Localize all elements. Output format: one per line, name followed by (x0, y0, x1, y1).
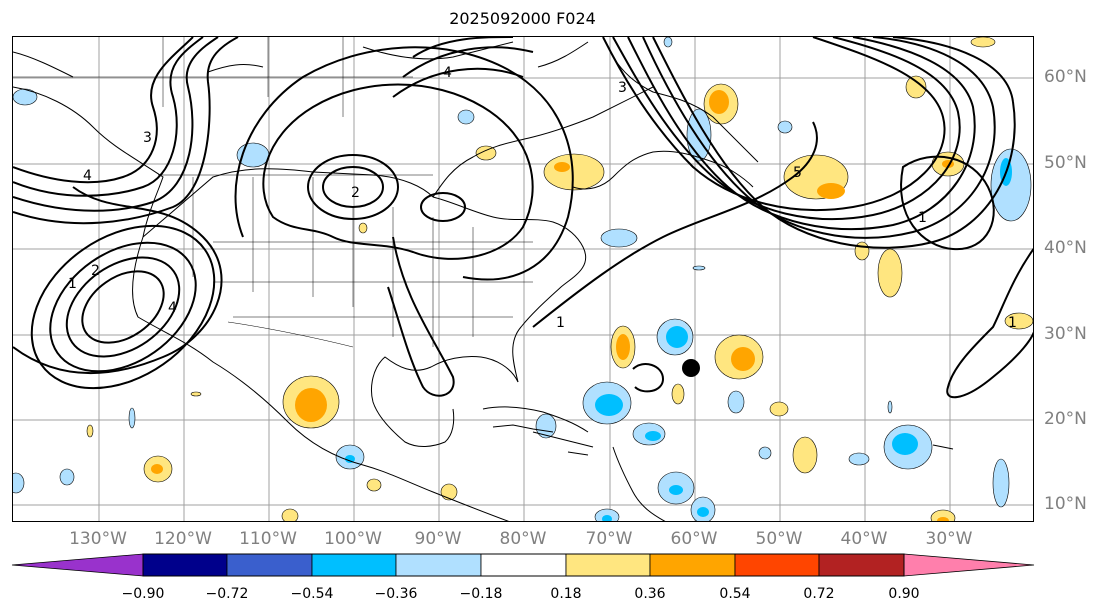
lat-label: 50°N (1044, 153, 1087, 173)
lat-label: 10°N (1044, 494, 1087, 514)
colorbar-extend-high (903, 553, 1035, 577)
contour-label: 3 (618, 80, 627, 96)
map-panel[interactable]: 1 2 3 4 2 4 1 3 5 1 1 4 (12, 36, 1034, 522)
colorbar-frame (142, 553, 905, 577)
lat-label: 40°N (1044, 238, 1087, 258)
shaded-anomaly-patches (13, 37, 1033, 521)
colorbar-tick-label: 0.54 (719, 586, 751, 602)
colorbar-tick-label: −0.54 (290, 586, 334, 602)
lon-label: 80°W (499, 529, 547, 549)
contour-label: 1 (68, 276, 77, 292)
contour-label: 1 (556, 315, 565, 331)
contour-label: 1 (1008, 315, 1017, 331)
contour-label: 4 (443, 65, 452, 81)
lon-label: 50°W (755, 529, 803, 549)
lat-label: 60°N (1044, 67, 1087, 87)
colorbar-tick-label: 0.18 (550, 586, 582, 602)
contour-label: 3 (143, 130, 152, 146)
lon-label: 130°W (69, 529, 127, 549)
lon-label: 60°W (670, 529, 718, 549)
contour-label: 5 (793, 165, 802, 181)
lon-label: 30°W (925, 529, 973, 549)
map-title: 2025092000 F024 (449, 9, 596, 28)
colorbar-tick-label: 0.90 (888, 586, 920, 602)
graticule (13, 37, 1033, 521)
lon-label: 110°W (239, 529, 297, 549)
contour-label: 2 (91, 263, 100, 279)
map-svg: 1 2 3 4 2 4 1 3 5 1 1 4 (13, 37, 1033, 521)
lon-label: 90°W (414, 529, 462, 549)
political-borders (13, 37, 533, 348)
colorbar-tick-label: 0.36 (634, 586, 666, 602)
lon-label: 40°W (840, 529, 888, 549)
colorbar-segment (395, 553, 482, 577)
lat-label: 30°N (1044, 324, 1087, 344)
lon-label: 120°W (154, 529, 212, 549)
colorbar-segment (649, 553, 736, 577)
colorbar-segment (734, 553, 820, 577)
contour-label: 1 (918, 210, 927, 226)
storm-center-marker (682, 359, 700, 377)
colorbar-segment (818, 553, 905, 577)
colorbar (11, 553, 1035, 577)
colorbar-tick-label: 0.72 (803, 586, 835, 602)
lon-label: 100°W (324, 529, 382, 549)
lon-label: 70°W (585, 529, 633, 549)
contour-label: 2 (351, 185, 360, 201)
lat-label: 20°N (1044, 409, 1087, 429)
colorbar-tick-label: −0.72 (205, 586, 249, 602)
contour-label-group: 1 2 3 4 2 4 1 3 5 1 1 4 (68, 65, 1017, 331)
contour-label: 4 (83, 168, 92, 184)
colorbar-tick-label: −0.36 (374, 586, 418, 602)
colorbar-segment (565, 553, 651, 577)
colorbar-tick-label: −0.18 (459, 586, 503, 602)
contour-lines (13, 37, 1033, 399)
colorbar-segment (226, 553, 313, 577)
colorbar-segment (480, 553, 567, 577)
colorbar-tick-label: −0.90 (121, 586, 165, 602)
colorbar-segment (142, 553, 228, 577)
colorbar-segment (311, 553, 397, 577)
contour-label: 4 (168, 300, 177, 316)
colorbar-extend-low (11, 553, 144, 577)
